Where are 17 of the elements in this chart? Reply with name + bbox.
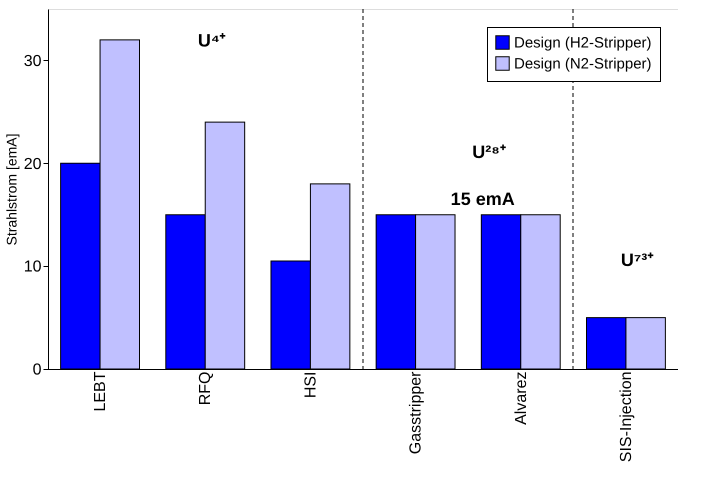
x-tick-label: Alvarez xyxy=(512,372,530,425)
x-tick-label: RFQ xyxy=(197,372,214,406)
x-tick-label: Gasstripper xyxy=(408,370,425,454)
legend-label: Design (N2-Stripper) xyxy=(514,56,652,72)
y-axis-title: Strahlstrom [emA] xyxy=(4,133,20,246)
annotation: U⁷³⁺ xyxy=(620,250,654,270)
legend-label: Design (H2-Stripper) xyxy=(514,34,652,52)
y-tick-label: 0 xyxy=(32,362,42,378)
y-tick-label: 30 xyxy=(24,52,42,70)
annotation: U²⁸⁺ xyxy=(472,142,506,162)
y-tick-label: 10 xyxy=(24,258,42,276)
annotation: 15 emA xyxy=(450,188,515,209)
x-tick-label: SIS-Injection xyxy=(618,372,635,462)
annotation: U⁴⁺ xyxy=(198,30,226,50)
x-tick-label: LEBT xyxy=(92,371,110,412)
x-tick-label: HSI xyxy=(302,372,320,398)
y-tick-label: 20 xyxy=(24,156,42,173)
